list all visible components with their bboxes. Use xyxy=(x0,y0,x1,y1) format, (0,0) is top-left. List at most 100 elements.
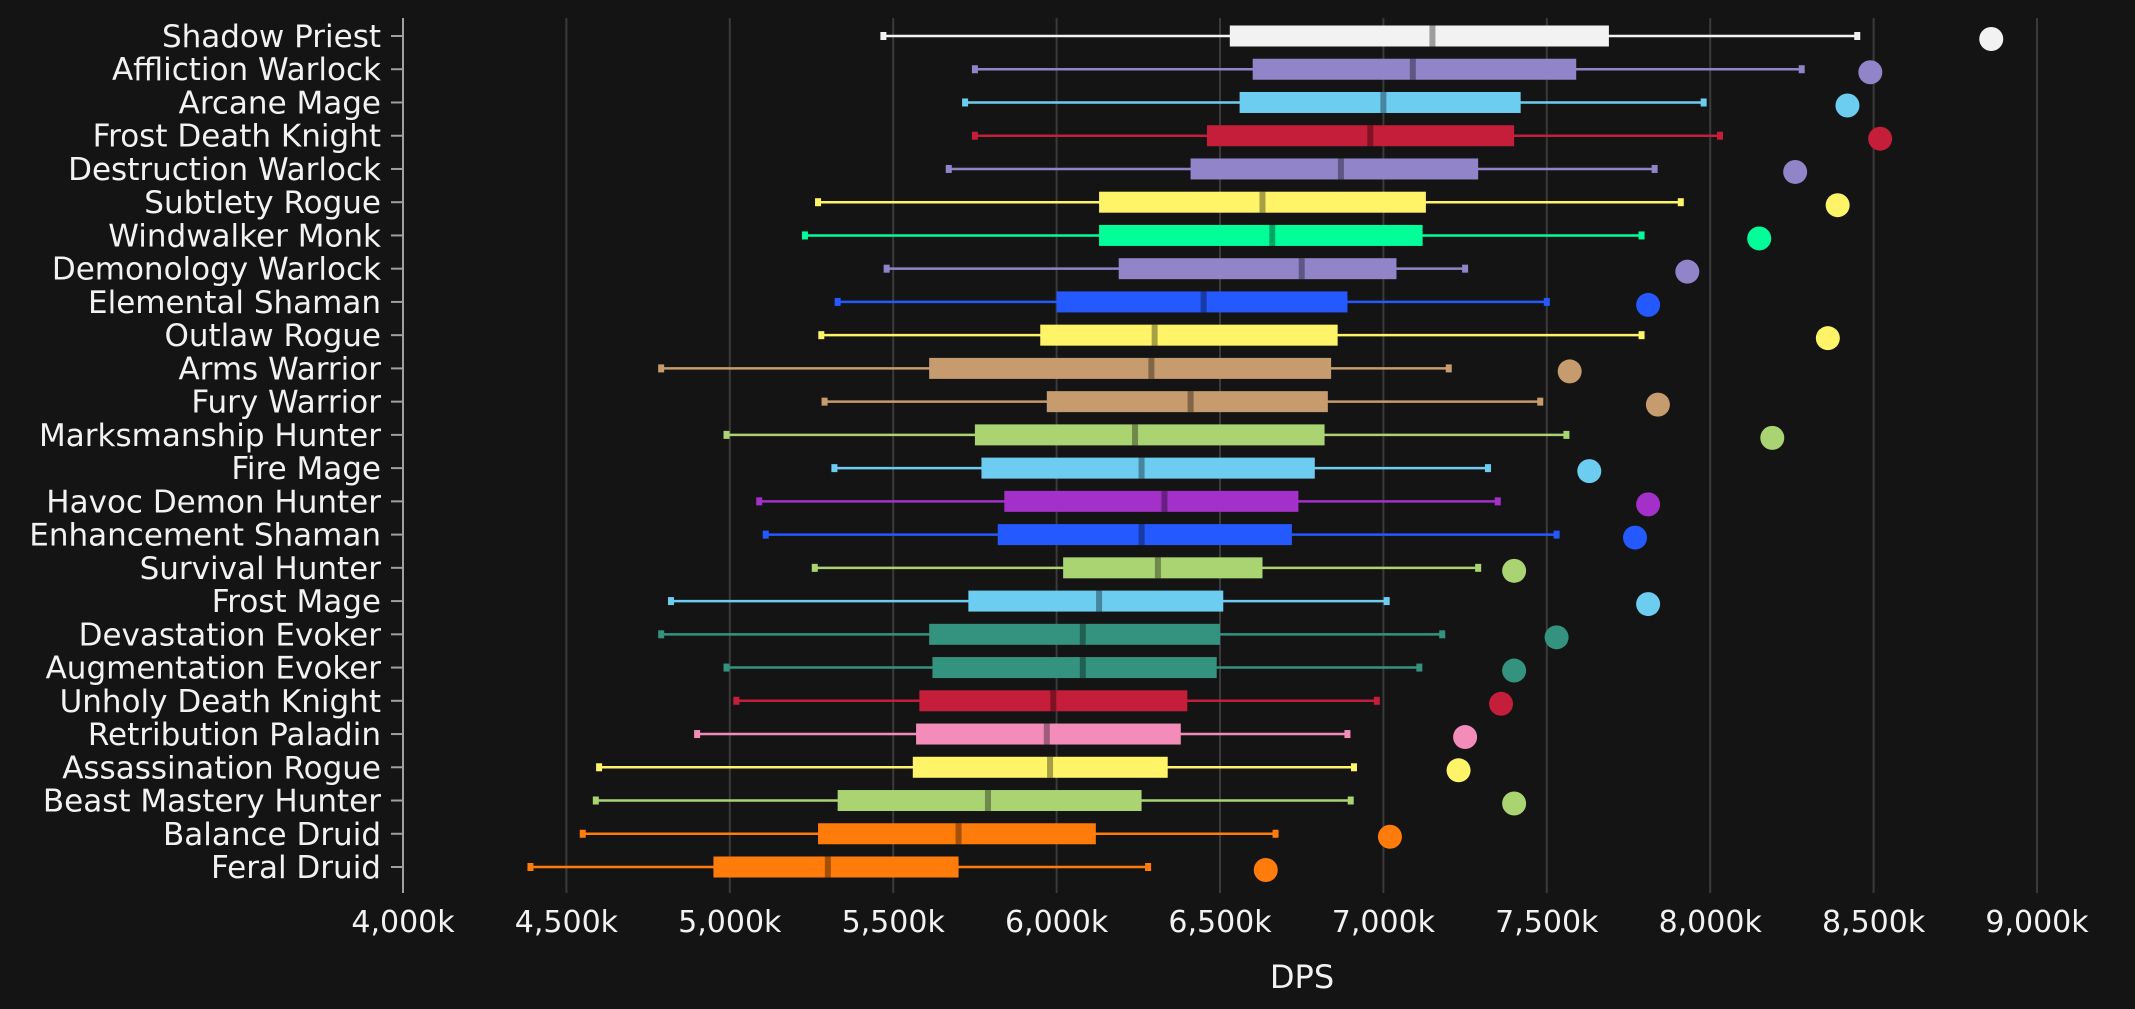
max-point xyxy=(1645,392,1670,417)
whisker-cap-min xyxy=(694,730,701,739)
iqr-box xyxy=(1252,58,1577,80)
whisker-cap-min xyxy=(831,464,838,473)
max-point xyxy=(1636,592,1661,617)
whisker-cap-max xyxy=(1651,164,1658,173)
box-group xyxy=(658,623,1446,645)
whisker-cap-min xyxy=(801,231,808,240)
category-label: Windwalker Monk xyxy=(108,218,381,254)
median-marker xyxy=(1259,191,1266,213)
box-group xyxy=(756,490,1501,512)
max-point xyxy=(1636,492,1661,517)
x-tick-label: 8,500k xyxy=(1822,905,1926,940)
iqr-box xyxy=(1063,557,1263,579)
max-point xyxy=(1675,259,1700,284)
median-marker xyxy=(1148,357,1155,379)
box-group xyxy=(801,224,1645,246)
box-group xyxy=(658,357,1452,379)
whisker-cap-max xyxy=(1563,430,1570,439)
category-label: Frost Mage xyxy=(212,584,381,620)
box-group xyxy=(962,91,1707,113)
whisker-cap-min xyxy=(945,164,952,173)
median-marker xyxy=(1367,125,1374,147)
whisker-cap-min xyxy=(815,198,822,207)
median-marker xyxy=(1298,258,1305,280)
whisker-cap-max xyxy=(1484,464,1491,473)
box-group xyxy=(971,58,1805,80)
whisker-cap-min xyxy=(733,696,740,705)
max-point xyxy=(1835,93,1860,118)
median-marker xyxy=(1269,224,1276,246)
median-marker xyxy=(1079,623,1086,645)
iqr-box xyxy=(1046,391,1328,413)
median-marker xyxy=(1337,158,1344,180)
whisker-cap-min xyxy=(723,430,730,439)
box-group xyxy=(883,258,1469,280)
median-marker xyxy=(1161,490,1168,512)
whisker-cap-min xyxy=(811,563,818,572)
category-label: Destruction Warlock xyxy=(68,152,381,188)
iqr-box xyxy=(919,690,1188,712)
iqr-box xyxy=(1229,25,1609,47)
box-group xyxy=(831,457,1491,479)
whisker-cap-min xyxy=(762,530,769,539)
whisker-cap-min xyxy=(883,264,890,273)
box-group xyxy=(815,191,1684,213)
iqr-box xyxy=(837,790,1142,812)
median-marker xyxy=(1096,590,1103,612)
iqr-box xyxy=(1099,224,1423,246)
whisker-cap-min xyxy=(971,65,978,74)
max-point xyxy=(1760,425,1785,450)
box-group xyxy=(592,790,1354,812)
whisker-cap-max xyxy=(1543,297,1550,306)
max-point xyxy=(1557,359,1582,384)
median-marker xyxy=(1429,25,1436,47)
category-label: Augmentation Evoker xyxy=(46,651,382,687)
whisker-cap-max xyxy=(1347,796,1354,805)
max-point xyxy=(1577,459,1602,484)
iqr-box xyxy=(997,524,1292,546)
iqr-box xyxy=(929,623,1220,645)
median-marker xyxy=(1200,291,1207,313)
box-group xyxy=(971,125,1724,147)
box-group xyxy=(733,690,1380,712)
category-label: Assassination Rogue xyxy=(62,750,381,786)
category-label: Arcane Mage xyxy=(179,85,381,121)
median-marker xyxy=(1079,657,1086,679)
category-label: Fire Mage xyxy=(231,451,381,487)
whisker-cap-min xyxy=(527,863,534,871)
iqr-box xyxy=(1056,291,1348,313)
iqr-box xyxy=(968,590,1224,612)
x-tick-label: 4,000k xyxy=(351,905,455,940)
max-point xyxy=(1377,824,1402,849)
max-point xyxy=(1868,126,1893,151)
category-label: Devastation Evoker xyxy=(79,617,382,653)
category-label: Arms Warrior xyxy=(178,351,381,387)
max-point xyxy=(1623,525,1648,550)
whisker-cap-min xyxy=(592,796,599,805)
iqr-box xyxy=(1099,191,1426,213)
median-marker xyxy=(1047,756,1054,778)
whisker-cap-max xyxy=(1553,530,1560,539)
max-point xyxy=(1747,226,1772,251)
box-group xyxy=(811,557,1482,579)
iqr-box xyxy=(1118,258,1397,280)
box-group xyxy=(723,657,1423,679)
max-point xyxy=(1636,292,1661,317)
whisker-cap-max xyxy=(1344,730,1351,739)
iqr-box xyxy=(1040,324,1338,346)
category-label: Subtlety Rogue xyxy=(144,185,381,221)
whisker-cap-min xyxy=(756,497,763,506)
whisker-cap-max xyxy=(1700,98,1707,107)
median-marker xyxy=(1151,324,1158,346)
whisker-cap-max xyxy=(1350,763,1357,772)
category-label: Frost Death Knight xyxy=(93,119,381,155)
median-marker xyxy=(1409,58,1416,80)
max-point xyxy=(1502,658,1527,683)
whisker-cap-max xyxy=(1416,663,1423,672)
x-tick-label: 9,000k xyxy=(1985,905,2089,940)
whisker-cap-max xyxy=(1638,331,1645,340)
max-point xyxy=(1453,725,1478,750)
category-label: Affliction Warlock xyxy=(112,52,381,88)
